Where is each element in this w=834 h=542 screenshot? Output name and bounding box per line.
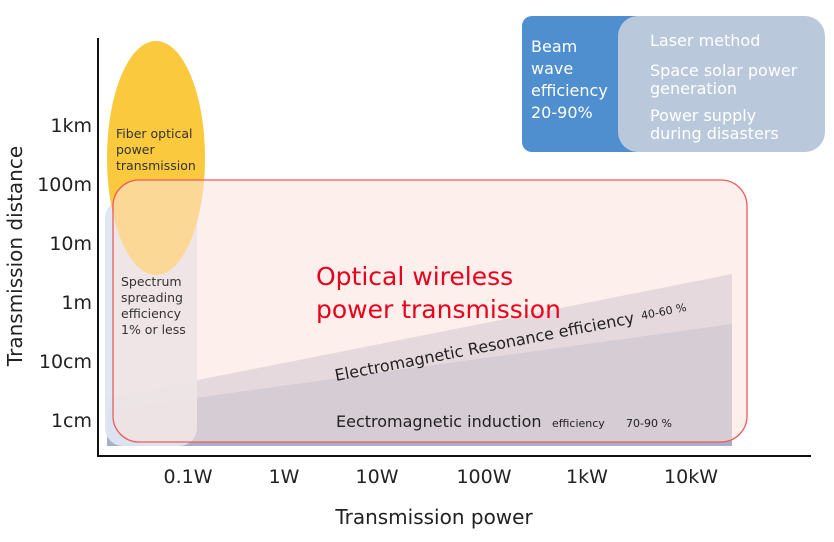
optical-wireless-title: power transmission bbox=[316, 295, 561, 324]
x-tick: 10W bbox=[356, 466, 399, 488]
x-tick: 10kW bbox=[664, 466, 718, 488]
induction-efficiency-word: efficiency bbox=[552, 417, 605, 430]
spectrum-label-line: efficiency bbox=[121, 306, 182, 321]
laser-item-line: during disasters bbox=[650, 124, 779, 143]
x-tick: 0.1W bbox=[163, 466, 212, 488]
spectrum-label-line: Spectrum bbox=[121, 274, 182, 289]
x-tick: 100W bbox=[456, 466, 511, 488]
y-tick: 1cm bbox=[51, 410, 92, 432]
fiber-label-line: power bbox=[116, 142, 155, 157]
y-tick: 100m bbox=[37, 174, 92, 196]
laser-item-line: Power supply bbox=[650, 106, 756, 125]
laser-method-box bbox=[618, 16, 825, 152]
fiber-label-line: transmission bbox=[116, 158, 196, 173]
optical-wireless-title: Optical wireless bbox=[316, 262, 513, 291]
x-tick: 1W bbox=[269, 466, 300, 488]
y-tick: 10m bbox=[49, 233, 92, 255]
beam-label-line: 20-90% bbox=[531, 103, 593, 122]
laser-item-line: Laser method bbox=[650, 31, 760, 50]
y-tick: 10cm bbox=[39, 351, 92, 373]
fiber-label-line: Fiber optical bbox=[116, 126, 192, 141]
y-axis-title: Transmission distance bbox=[3, 146, 27, 367]
laser-item-line: generation bbox=[650, 79, 737, 98]
y-tick: 1m bbox=[61, 292, 92, 314]
spectrum-label-line: spreading bbox=[121, 290, 183, 305]
optical-wireless-region bbox=[112, 179, 748, 443]
x-axis-title: Transmission power bbox=[334, 505, 533, 529]
beam-label-line: Beam bbox=[531, 37, 577, 56]
spectrum-label-line: 1% or less bbox=[121, 322, 186, 337]
induction-label: Eectromagnetic induction bbox=[336, 412, 542, 431]
x-tick: 1kW bbox=[566, 466, 608, 488]
induction-efficiency: 70-90 % bbox=[626, 417, 672, 430]
y-tick: 1km bbox=[50, 115, 92, 137]
beam-label-line: wave bbox=[531, 59, 573, 78]
beam-label-line: efficiency bbox=[531, 81, 608, 100]
laser-item-line: Space solar power bbox=[650, 61, 798, 80]
